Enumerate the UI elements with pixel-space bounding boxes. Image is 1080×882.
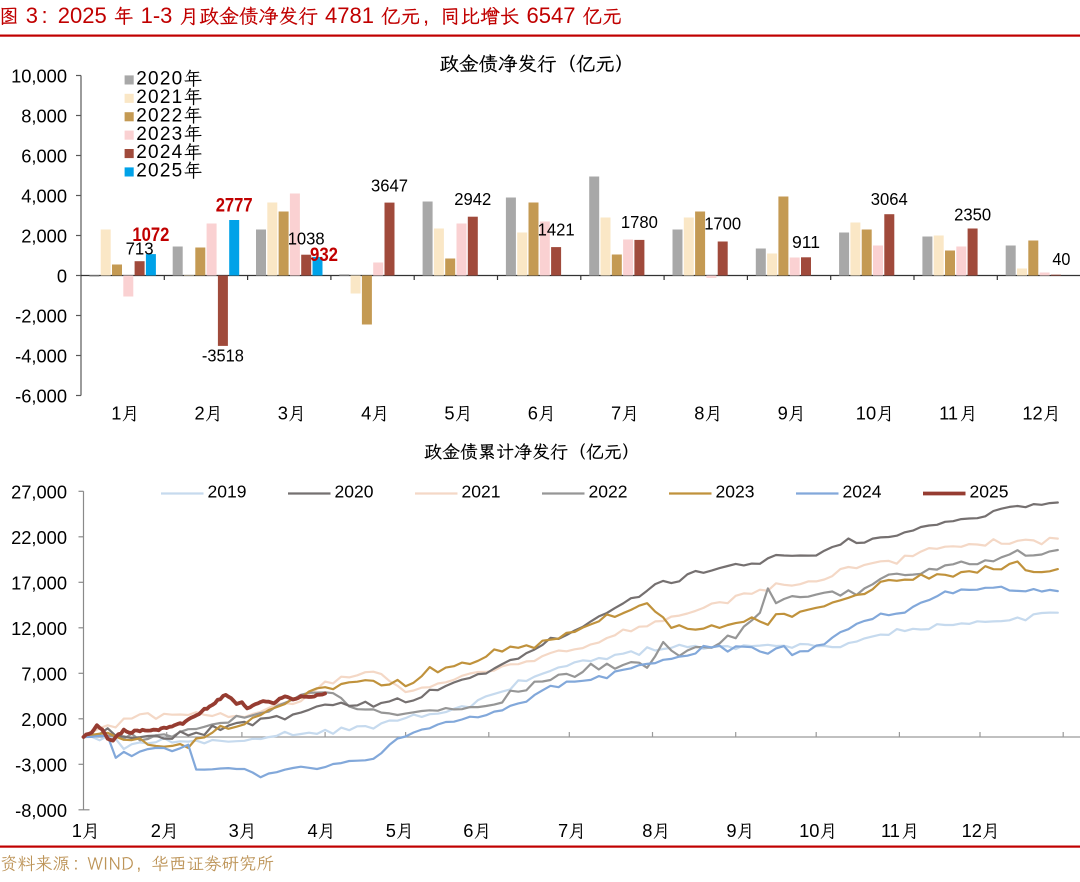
svg-text:0: 0 bbox=[57, 266, 67, 287]
svg-text:2025: 2025 bbox=[136, 161, 183, 182]
svg-text:1: 1 bbox=[72, 820, 82, 841]
svg-text:1421: 1421 bbox=[538, 219, 575, 239]
svg-text:27,000: 27,000 bbox=[11, 482, 67, 503]
svg-text:3: 3 bbox=[278, 403, 288, 424]
svg-text:2021: 2021 bbox=[136, 87, 183, 108]
svg-text:3064: 3064 bbox=[871, 189, 908, 209]
svg-text:2942: 2942 bbox=[454, 189, 491, 209]
svg-text:1038: 1038 bbox=[288, 229, 325, 249]
svg-text:-2,000: -2,000 bbox=[15, 306, 67, 327]
svg-text:2,000: 2,000 bbox=[21, 709, 67, 730]
svg-text:2020: 2020 bbox=[136, 69, 183, 90]
svg-text:9: 9 bbox=[778, 403, 788, 424]
svg-text:17,000: 17,000 bbox=[11, 573, 67, 594]
svg-text:1-3: 1-3 bbox=[141, 3, 173, 28]
svg-text:8: 8 bbox=[694, 403, 704, 424]
svg-text:2021: 2021 bbox=[462, 482, 501, 502]
svg-text:-6,000: -6,000 bbox=[15, 386, 67, 407]
svg-text:12: 12 bbox=[962, 820, 982, 841]
svg-text:6,000: 6,000 bbox=[21, 146, 67, 167]
svg-text:3: 3 bbox=[229, 820, 239, 841]
svg-text:40: 40 bbox=[1052, 249, 1070, 269]
svg-text:4781: 4781 bbox=[325, 3, 374, 28]
svg-text:7: 7 bbox=[558, 820, 568, 841]
svg-text:,: , bbox=[136, 854, 141, 874]
svg-text:6: 6 bbox=[528, 403, 538, 424]
svg-text:12,000: 12,000 bbox=[11, 618, 67, 639]
svg-text:12: 12 bbox=[1022, 403, 1042, 424]
svg-text:2022: 2022 bbox=[136, 105, 183, 126]
svg-text:-3,000: -3,000 bbox=[15, 755, 67, 776]
svg-text:932: 932 bbox=[310, 244, 338, 266]
svg-text:2777: 2777 bbox=[216, 195, 253, 217]
svg-text:8: 8 bbox=[642, 820, 652, 841]
svg-text:2024: 2024 bbox=[843, 482, 882, 502]
svg-text::: : bbox=[74, 854, 79, 874]
svg-text:6547: 6547 bbox=[527, 3, 576, 28]
svg-text:10: 10 bbox=[856, 403, 876, 424]
svg-text:2024: 2024 bbox=[136, 142, 183, 163]
svg-text:7,000: 7,000 bbox=[21, 664, 67, 685]
svg-text:5: 5 bbox=[386, 820, 396, 841]
svg-text:9: 9 bbox=[726, 820, 736, 841]
svg-text:-3518: -3518 bbox=[202, 346, 244, 366]
svg-text:1780: 1780 bbox=[621, 212, 658, 232]
svg-text:3647: 3647 bbox=[371, 176, 408, 196]
svg-text:4: 4 bbox=[308, 820, 318, 841]
svg-text:10,000: 10,000 bbox=[11, 66, 67, 87]
svg-text:-4,000: -4,000 bbox=[15, 346, 67, 367]
svg-text:10: 10 bbox=[799, 820, 819, 841]
svg-text:2: 2 bbox=[195, 403, 205, 424]
svg-text:2023: 2023 bbox=[716, 482, 755, 502]
svg-text:11: 11 bbox=[939, 403, 958, 424]
svg-text:1: 1 bbox=[111, 403, 121, 424]
svg-text:7: 7 bbox=[611, 403, 621, 424]
svg-text:2,000: 2,000 bbox=[21, 226, 67, 247]
svg-text:2025: 2025 bbox=[58, 3, 107, 28]
svg-text:6: 6 bbox=[463, 820, 473, 841]
svg-text::: : bbox=[42, 3, 48, 28]
svg-text:4: 4 bbox=[361, 403, 371, 424]
svg-text:2023: 2023 bbox=[136, 124, 183, 145]
svg-text:4,000: 4,000 bbox=[21, 186, 67, 207]
svg-text:2022: 2022 bbox=[589, 482, 628, 502]
svg-text:5: 5 bbox=[444, 403, 454, 424]
svg-text:713: 713 bbox=[126, 238, 154, 258]
svg-text:22,000: 22,000 bbox=[11, 527, 67, 548]
svg-text:2: 2 bbox=[151, 820, 161, 841]
svg-text:,: , bbox=[423, 3, 429, 28]
svg-text:911: 911 bbox=[792, 232, 820, 252]
svg-text:3: 3 bbox=[26, 3, 38, 28]
svg-text:8,000: 8,000 bbox=[21, 106, 67, 127]
svg-text:-8,000: -8,000 bbox=[15, 800, 67, 821]
svg-text:11: 11 bbox=[881, 820, 900, 841]
svg-text:2019: 2019 bbox=[208, 482, 247, 502]
svg-text:2020: 2020 bbox=[335, 482, 374, 502]
svg-text:1700: 1700 bbox=[704, 214, 741, 234]
svg-text:2025: 2025 bbox=[970, 482, 1009, 502]
svg-text:2350: 2350 bbox=[954, 205, 991, 225]
svg-text:1072: 1072 bbox=[132, 224, 169, 246]
